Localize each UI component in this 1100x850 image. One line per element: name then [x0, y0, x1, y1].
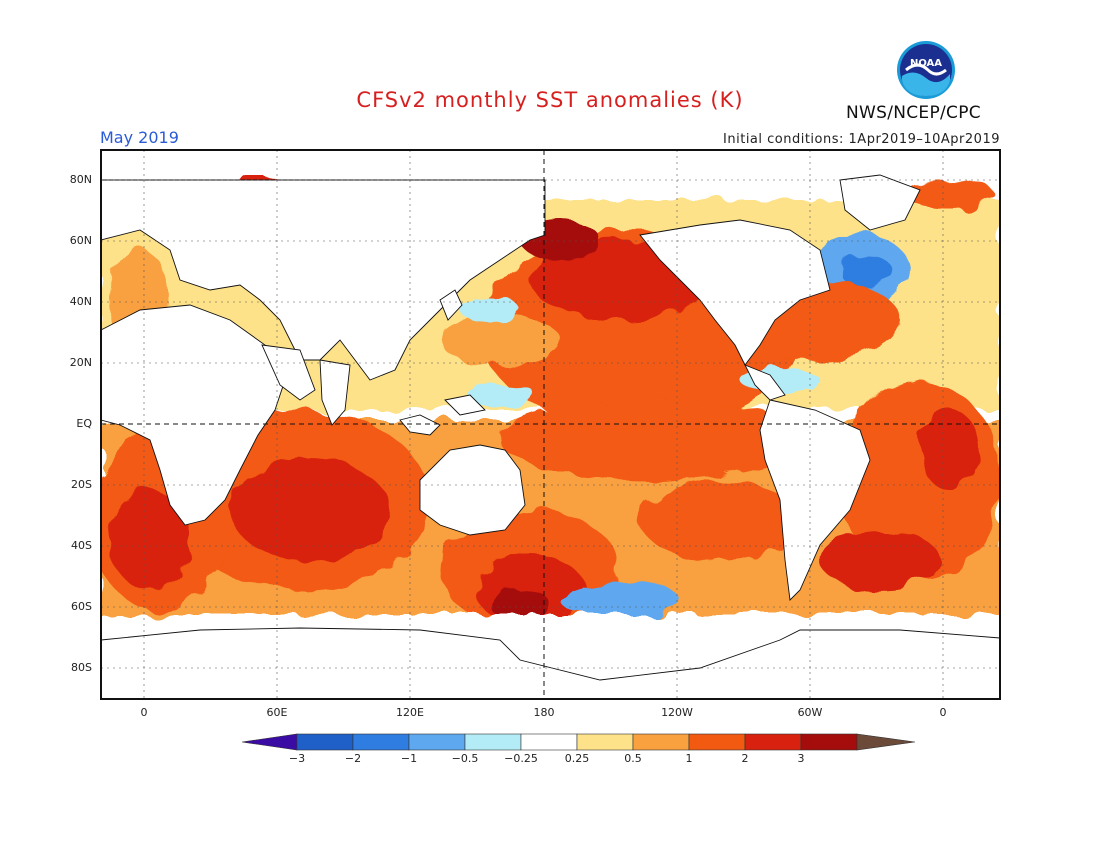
- lat-label: 60N: [69, 234, 92, 247]
- lon-label: 120E: [396, 706, 424, 719]
- lon-label: 60W: [797, 706, 823, 719]
- logo-text: NOAA: [910, 58, 942, 69]
- colorbar-tick-label: −2: [344, 752, 362, 765]
- lat-label: 60S: [71, 600, 92, 613]
- lon-label: 0: [140, 706, 148, 719]
- lat-label: 40N: [69, 295, 92, 308]
- colorbar-tick-label: 2: [741, 752, 749, 765]
- forecast-period: May 2019: [100, 128, 179, 147]
- colorbar-tick-label: 1: [685, 752, 693, 765]
- lon-label: 60E: [266, 706, 288, 719]
- colorbar-tick-label: −0.25: [504, 752, 538, 765]
- lat-label: EQ: [76, 417, 92, 430]
- lat-label: 20S: [71, 478, 92, 491]
- continents: [101, 174, 1000, 699]
- lat-label: 20N: [69, 356, 92, 369]
- colorbar-tick-label: 3: [797, 752, 805, 765]
- colorbar-tick-label: −3: [288, 752, 306, 765]
- initial-conditions: Initial conditions: 1Apr2019–10Apr2019: [723, 132, 1000, 147]
- colorbar-tick-label: −0.5: [451, 752, 479, 765]
- lon-label: 120W: [661, 706, 693, 719]
- lat-label: 80N: [69, 173, 92, 186]
- map-frame: [100, 149, 1001, 700]
- lon-label: 0: [939, 706, 947, 719]
- graticule: [101, 150, 1000, 699]
- colorbar-tick-label: 0.5: [624, 752, 642, 765]
- lat-label: 80S: [71, 661, 92, 674]
- colorbar-tick-label: 0.25: [564, 752, 590, 765]
- lon-label: 180: [533, 706, 555, 719]
- colorbar-tick-label: −1: [400, 752, 418, 765]
- noaa-logo-icon: NOAA: [897, 41, 955, 99]
- equator-dateline: [101, 150, 1000, 699]
- lat-label: 40S: [71, 539, 92, 552]
- chart-title: CFSv2 monthly SST anomalies (K): [356, 88, 744, 112]
- agency-label: NWS/NCEP/CPC: [846, 103, 981, 123]
